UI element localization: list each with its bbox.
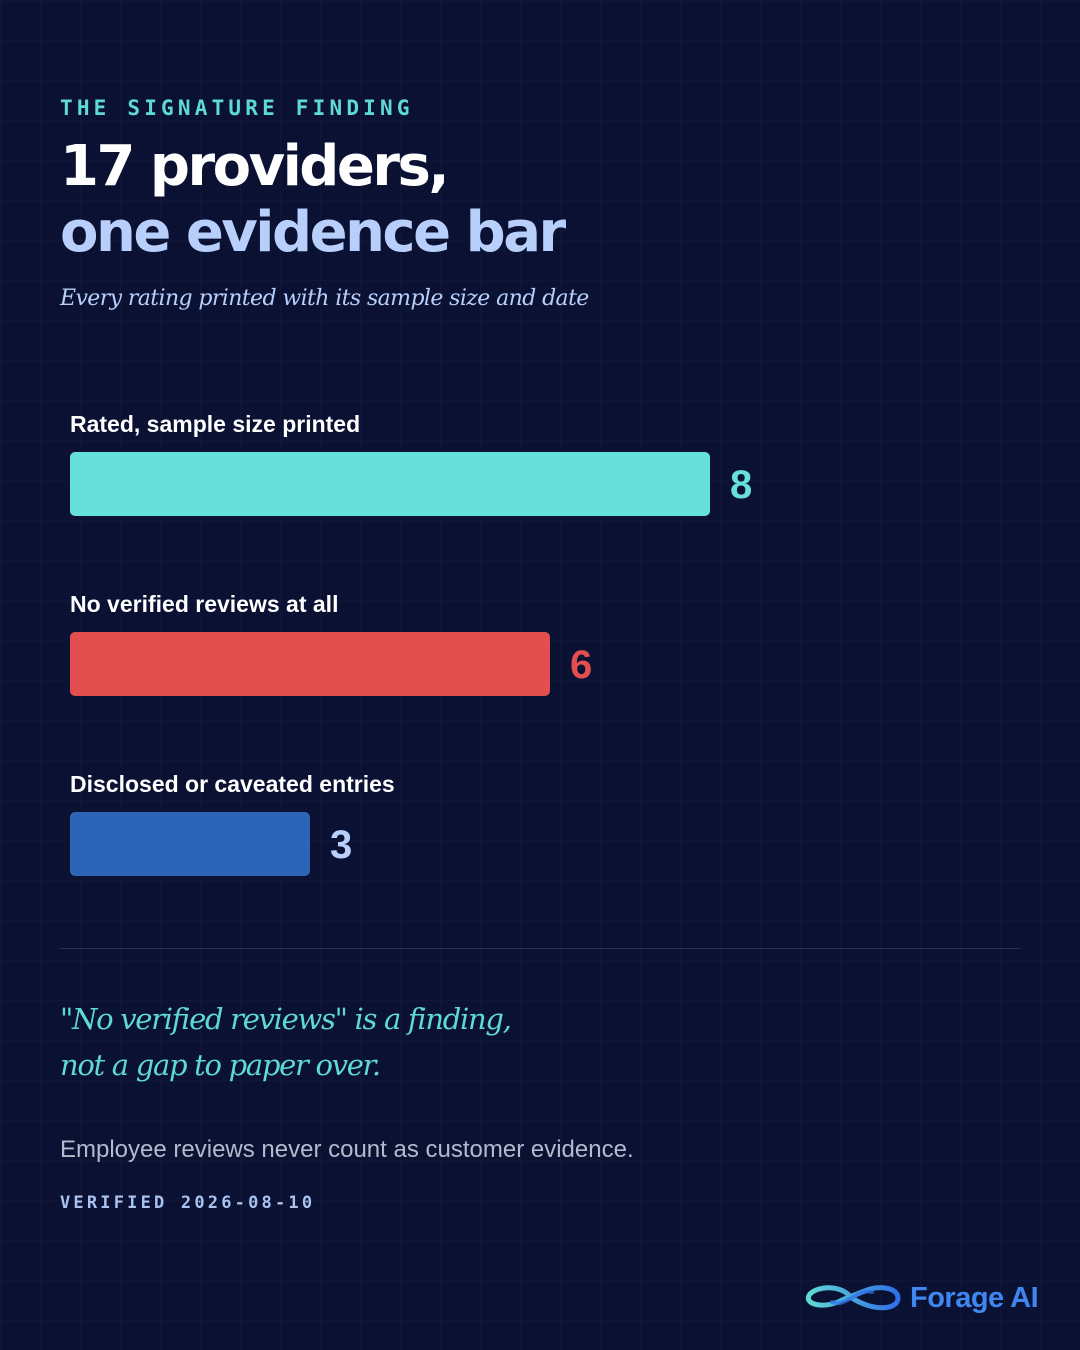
pull-quote-line-1: "No verified reviews" is a finding, [60,1002,512,1036]
bar-value-label: 3 [330,823,352,867]
infinity-icon [805,1285,901,1311]
bar [70,452,710,516]
bar-category-label: Rated, sample size printed [70,411,360,437]
bar-category-label: No verified reviews at all [70,591,338,617]
pull-quote-line-2: not a gap to paper over. [60,1048,381,1082]
verified-date: VERIFIED 2026-08-10 [60,1193,316,1213]
bar-chart: Rated, sample size printed 8 No verified r… [70,411,752,876]
footnote: Employee reviews never count as customer… [60,1136,634,1163]
bar-value-label: 6 [570,643,592,687]
brand-name: Forage AI [910,1281,1039,1314]
bar-category-label: Disclosed or caveated entries [70,771,395,797]
headline: 17 providers, one evidence bar [60,134,566,266]
subtitle: Every rating printed with its sample siz… [60,286,589,311]
headline-line-1: 17 providers, [60,134,450,199]
bar [70,812,310,876]
bar-value-label: 8 [730,463,752,507]
headline-line-2: one evidence bar [60,200,566,265]
brand-logo: Forage AI [802,1278,1039,1318]
eyebrow-label: THE SIGNATURE FINDING [60,96,414,120]
pull-quote: "No verified reviews" is a finding, not … [60,996,512,1088]
bar [70,632,550,696]
divider [60,948,1020,949]
